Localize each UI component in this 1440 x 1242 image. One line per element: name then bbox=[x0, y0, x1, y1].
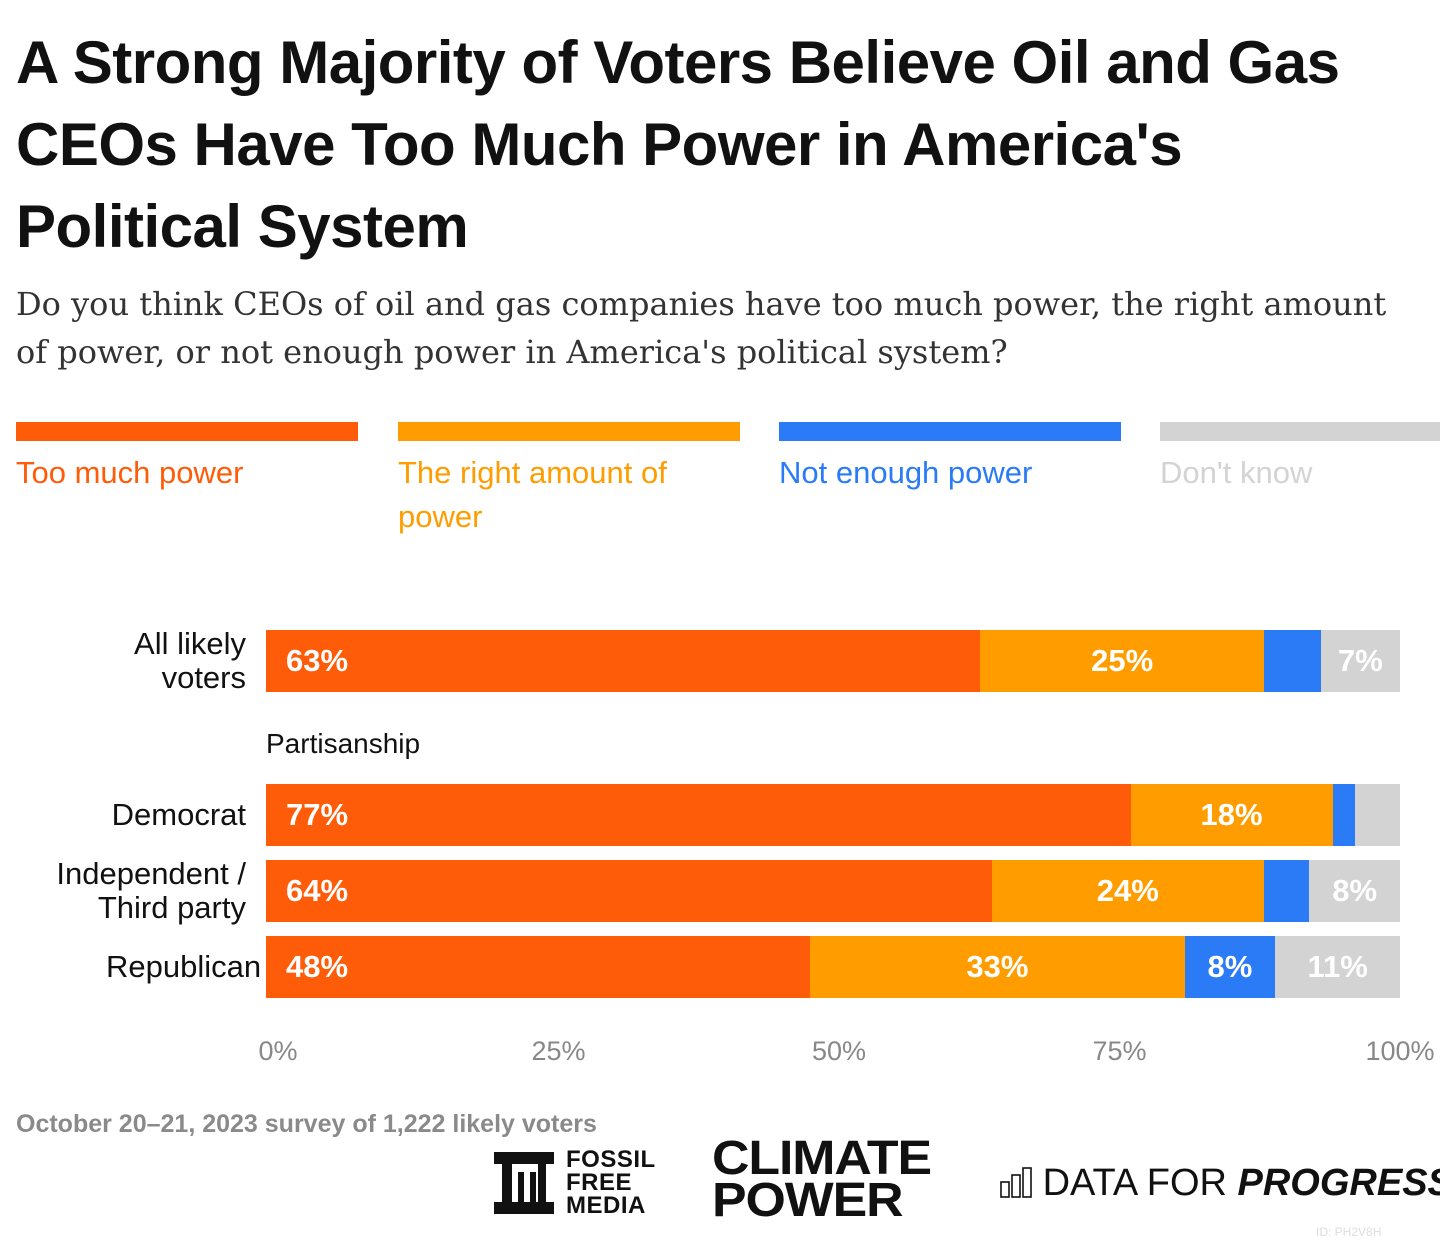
data-label: 8% bbox=[1207, 949, 1253, 984]
bar-segment: 64% bbox=[266, 860, 992, 922]
ffm-line: FOSSIL bbox=[566, 1146, 656, 1173]
legend-item: Too much power bbox=[16, 422, 358, 495]
data-label: 11% bbox=[1307, 949, 1368, 984]
dfp-text: DATA FOR bbox=[1042, 1162, 1227, 1204]
data-label: 8% bbox=[1332, 873, 1378, 908]
data-for-progress-logo: DATA FOR PROGRESS bbox=[1000, 1162, 1440, 1205]
x-tick-label: 25% bbox=[531, 1036, 586, 1066]
ffm-line: MEDIA bbox=[566, 1192, 646, 1219]
bar-segment: 63% bbox=[266, 630, 981, 692]
climate-power-logo: CLIMATE POWER bbox=[712, 1132, 932, 1227]
fossil-free-media-logo: FOSSIL FREE MEDIA bbox=[492, 1148, 682, 1218]
data-label: 7% bbox=[1337, 643, 1383, 678]
cp-line: CLIMATE bbox=[712, 1132, 932, 1185]
legend-swatch bbox=[16, 422, 358, 441]
bar-segment bbox=[1332, 784, 1356, 846]
bar-segment: 24% bbox=[991, 860, 1264, 922]
dfp-text-bold: PROGRESS bbox=[1237, 1162, 1440, 1204]
bar-segment: 48% bbox=[266, 936, 811, 998]
x-tick-label: 100% bbox=[1365, 1036, 1435, 1066]
bar-row: 63% 25% 7% bbox=[266, 630, 1400, 692]
data-label: 48% bbox=[286, 949, 349, 984]
legend-label: Too much power bbox=[16, 455, 244, 490]
bar-segment: 18% bbox=[1130, 784, 1333, 846]
data-label: 63% bbox=[286, 643, 349, 678]
category-label: All likely voters bbox=[134, 626, 246, 695]
bar-segment: 7% bbox=[1320, 630, 1400, 692]
x-tick-label: 0% bbox=[258, 1036, 298, 1066]
bar-segment: 33% bbox=[810, 936, 1185, 998]
legend-swatch bbox=[779, 422, 1121, 441]
ffm-line: FREE bbox=[566, 1169, 633, 1196]
legend-item: The right amount of power bbox=[398, 422, 740, 539]
bar-segment bbox=[1355, 784, 1400, 846]
data-label: 33% bbox=[966, 949, 1029, 984]
category-label: Republican bbox=[106, 949, 262, 984]
chart-subtitle: Do you think CEOs of oil and gas compani… bbox=[16, 285, 1387, 371]
bar-chart-icon bbox=[1000, 1167, 1032, 1198]
legend-item: Don't know bbox=[1160, 422, 1440, 495]
bar-segment bbox=[1263, 630, 1321, 692]
legend-swatch bbox=[398, 422, 740, 441]
legend-label: The right amount of power bbox=[398, 455, 667, 534]
legend-swatch bbox=[1160, 422, 1440, 441]
bar-row: 64% 24% 8% bbox=[266, 860, 1400, 922]
data-label: 24% bbox=[1096, 873, 1159, 908]
bar-row: 48% 33% 8% 11% bbox=[266, 936, 1400, 998]
chart-id: ID: PH2V8H bbox=[1316, 1225, 1382, 1239]
x-tick-label: 75% bbox=[1092, 1036, 1147, 1066]
data-label: 18% bbox=[1200, 797, 1263, 832]
chart-title: A Strong Majority of Voters Believe Oil … bbox=[16, 29, 1340, 260]
legend-label: Don't know bbox=[1160, 455, 1313, 490]
data-label: 25% bbox=[1091, 643, 1154, 678]
bar-segment: 11% bbox=[1275, 936, 1400, 998]
legend-label: Not enough power bbox=[779, 455, 1033, 490]
x-tick-label: 50% bbox=[811, 1036, 867, 1066]
cp-line: POWER bbox=[712, 1174, 904, 1227]
legend-item: Not enough power bbox=[779, 422, 1121, 495]
data-label: 77% bbox=[286, 797, 349, 832]
bar-segment: 8% bbox=[1184, 936, 1276, 998]
footer-note: October 20–21, 2023 survey of 1,222 like… bbox=[16, 1110, 597, 1138]
category-label: Independent / Third party bbox=[56, 856, 246, 925]
bar-segment: 77% bbox=[266, 784, 1131, 846]
section-label: Partisanship bbox=[266, 728, 421, 759]
bar-row: 77% 18% bbox=[266, 784, 1400, 846]
bar-segment: 8% bbox=[1309, 860, 1400, 922]
bar-segment bbox=[1263, 860, 1310, 922]
data-label: 64% bbox=[286, 873, 349, 908]
bar-segment: 25% bbox=[980, 630, 1264, 692]
category-label: Democrat bbox=[111, 797, 246, 832]
